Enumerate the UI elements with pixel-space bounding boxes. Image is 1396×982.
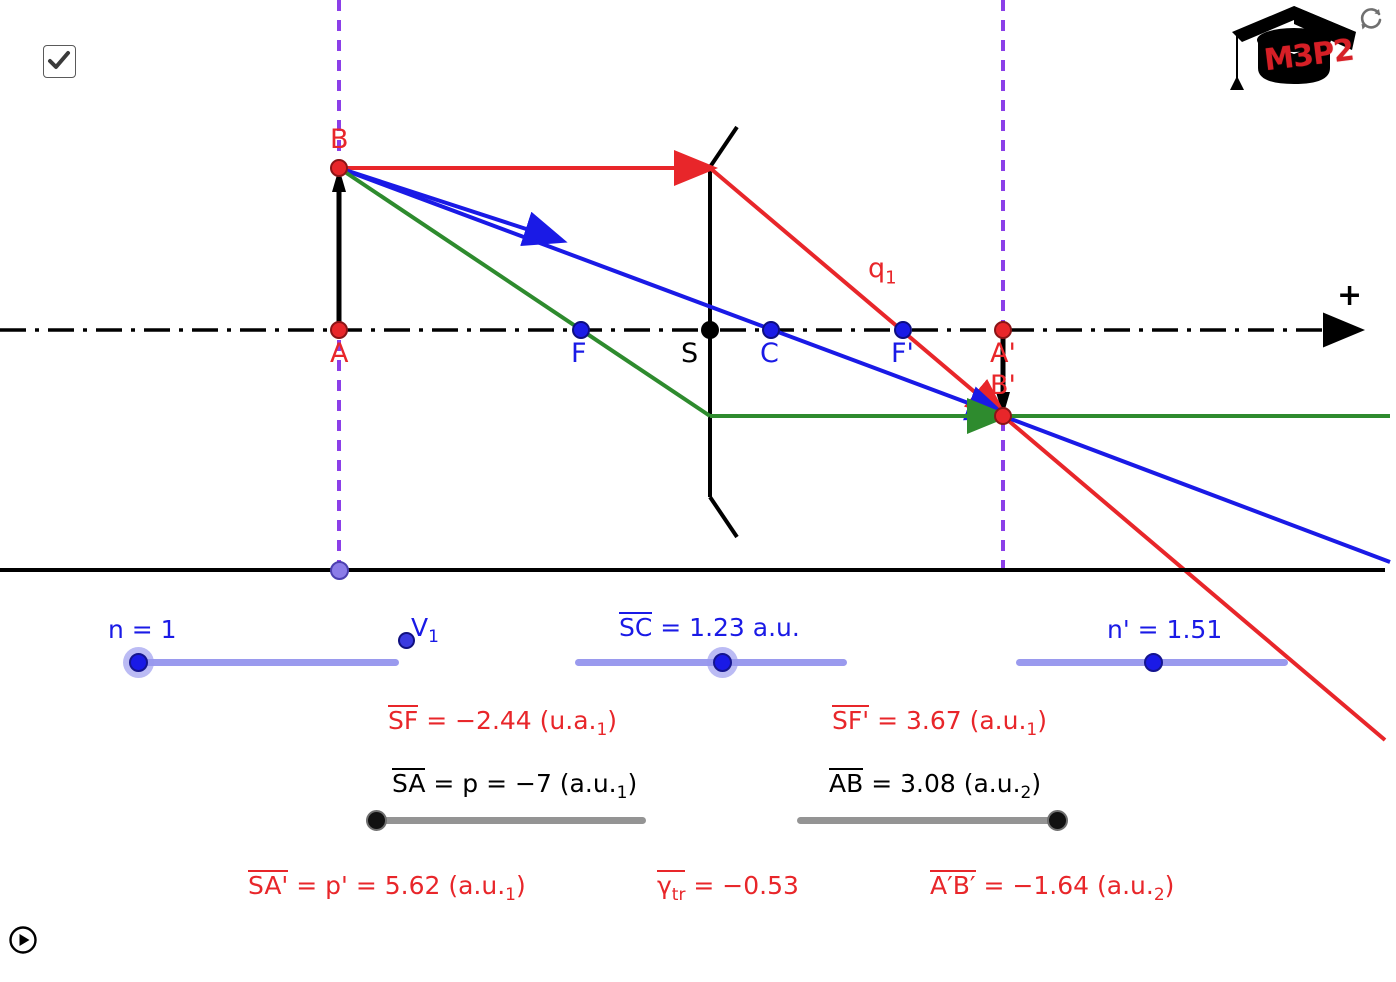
slider-n-prime-knob[interactable] — [1144, 653, 1163, 672]
label-point-C: C — [760, 338, 779, 369]
ray-center-extended — [1002, 414, 1391, 564]
slider-AB-track[interactable] — [797, 817, 1067, 824]
graduation-cap-icon — [1230, 6, 1356, 90]
point-V1[interactable] — [398, 632, 415, 649]
label-point-S: S — [681, 338, 699, 369]
slider-label-n: n = 1 — [108, 615, 177, 644]
label-point-B: B — [330, 124, 349, 155]
app-logo[interactable]: M3P2 — [1228, 2, 1358, 94]
slider-label-n-prime: n' = 1.51 — [1107, 615, 1223, 644]
label-ray-q1: q1 — [868, 253, 897, 289]
refresh-icon[interactable] — [1356, 4, 1386, 34]
slider-SA-track[interactable] — [366, 817, 646, 824]
point-marker-F — [572, 321, 590, 339]
slider-SC-knob[interactable] — [713, 653, 732, 672]
ray-center-main — [338, 166, 1011, 421]
surface-wing-bottom — [708, 495, 739, 539]
ray-parallel-refracted — [708, 166, 1010, 422]
readout-SF: SF = −2.44 (u.a.1) — [388, 705, 618, 740]
ray-parallel-extended — [1001, 414, 1387, 742]
baseline-drag-point[interactable] — [330, 561, 349, 580]
slider-n-track[interactable] — [133, 659, 399, 666]
readout-gamma-tr: γtr = −0.53 — [657, 870, 799, 905]
slider-label-SC: SC = 1.23 a.u. — [619, 612, 800, 642]
readout-SF-prime: SF' = 3.67 (a.u.1) — [832, 705, 1047, 740]
label-point-V1: V1 — [411, 613, 439, 647]
point-marker-C — [762, 321, 780, 339]
point-marker-A-prime — [994, 321, 1012, 339]
object-arrow-head — [332, 168, 346, 192]
slider-SC-track[interactable] — [575, 659, 847, 666]
readout-A-prime-B-prime: A′B′ = −1.64 (a.u.2) — [930, 870, 1175, 905]
check-icon — [48, 51, 70, 69]
play-icon[interactable] — [8, 925, 38, 955]
label-point-A: A — [330, 338, 349, 369]
slider-label-SA: SA = p = −7 (a.u.1) — [392, 768, 638, 803]
label-point-F: F — [571, 338, 587, 369]
label-point-F-prime: F' — [891, 338, 914, 369]
label-point-B-prime: B' — [990, 370, 1016, 401]
surface-wing-top — [708, 125, 739, 169]
point-marker-A[interactable] — [330, 321, 348, 339]
readout-SA-prime: SA' = p' = 5.62 (a.u.1) — [248, 870, 526, 905]
point-marker-B[interactable] — [330, 159, 348, 177]
point-marker-S — [701, 321, 719, 339]
label-point-A-prime: A' — [990, 338, 1016, 369]
label-axis-plus: + — [1337, 278, 1363, 313]
slider-n-knob[interactable] — [129, 653, 148, 672]
slider-SA-knob[interactable] — [366, 810, 387, 831]
slider-AB-knob[interactable] — [1047, 810, 1068, 831]
point-marker-F-prime — [894, 321, 912, 339]
ray-focal-incident — [337, 166, 712, 418]
point-marker-B-prime — [994, 407, 1012, 425]
slider-label-AB: AB = 3.08 (a.u.2) — [829, 768, 1042, 803]
show-construction-checkbox[interactable] — [43, 45, 76, 78]
